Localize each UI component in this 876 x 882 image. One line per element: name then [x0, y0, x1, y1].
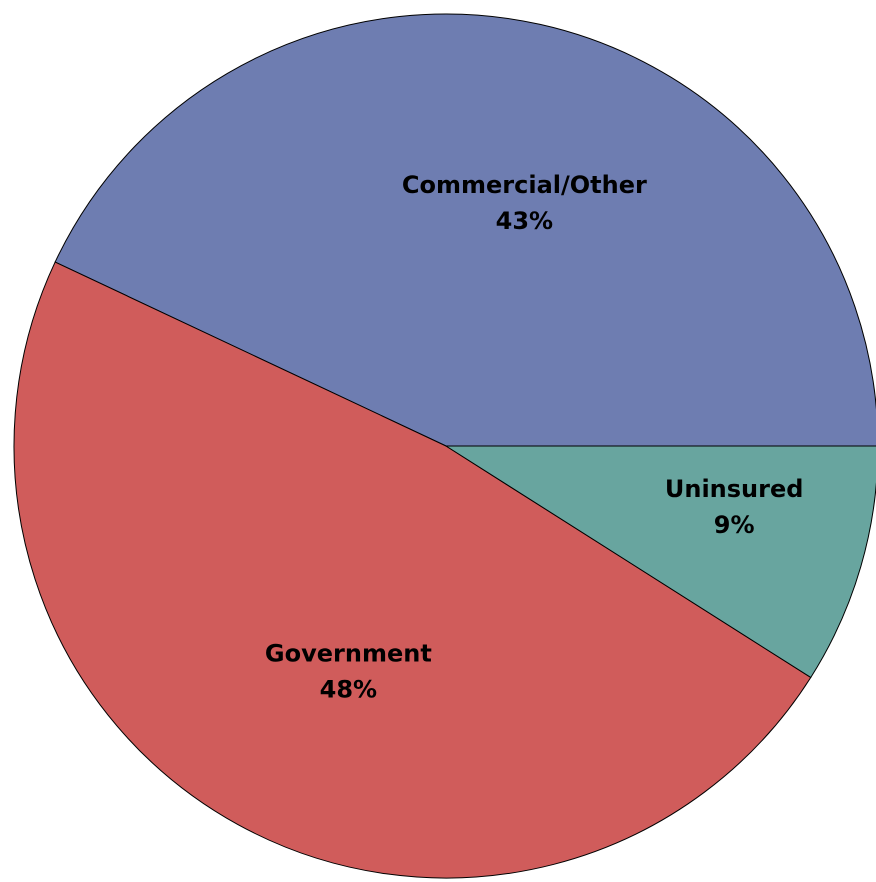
pie-slice-government [13, 261, 812, 879]
pie-slices [13, 13, 876, 879]
slice-label-percent: 9% [714, 511, 755, 539]
slice-label-name: Government [265, 639, 432, 667]
pie-slice-uninsured [444, 445, 876, 679]
slice-label-name: Uninsured [665, 475, 804, 503]
slice-label-percent: 48% [320, 675, 377, 703]
slice-label-name: Commercial/Other [402, 171, 647, 199]
pie-labels: Commercial/Other 43% Government 48% Uninsure… [265, 171, 804, 703]
slice-label-percent: 43% [496, 207, 553, 235]
pie-slice-commercial-other [54, 13, 876, 447]
